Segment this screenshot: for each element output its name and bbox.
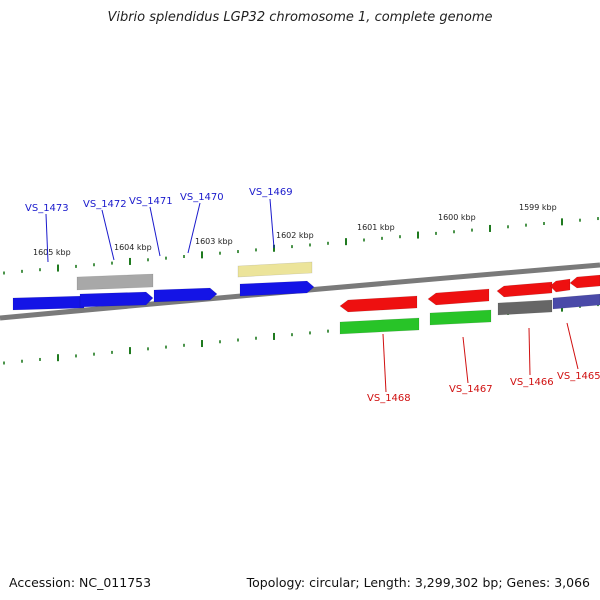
gene-label-vs-1469[interactable]: VS_1469: [249, 187, 293, 198]
gene-feature-green-1468[interactable]: [339, 317, 420, 335]
gene-label-vs-1470[interactable]: VS_1470: [180, 192, 224, 203]
gene-feature-green-1467[interactable]: [429, 309, 492, 326]
kbp-label-1600: 1600 kbp: [438, 213, 476, 222]
gene-label-vs-1468[interactable]: VS_1468: [367, 393, 411, 404]
kbp-label-1604: 1604 kbp: [114, 243, 152, 252]
gene-arrow-vs-1466[interactable]: [496, 281, 553, 298]
kbp-label-1603: 1603 kbp: [195, 237, 233, 246]
gene-feature-yellow[interactable]: [237, 261, 313, 278]
gene-arrow-vs-1468[interactable]: [339, 295, 418, 313]
gene-label-vs-1465[interactable]: VS_1465: [557, 371, 600, 382]
gene-arrow-vs-1469[interactable]: [239, 280, 315, 297]
gene-label-vs-1471[interactable]: VS_1471: [129, 196, 173, 207]
gene-feature-dark-gray[interactable]: [497, 299, 553, 316]
gene-arrow-vs-1471-1470[interactable]: [153, 287, 218, 303]
map-title: Vibrio splendidus LGP32 chromosome 1, co…: [107, 10, 493, 25]
gene-label-vs-1467[interactable]: VS_1467: [449, 384, 493, 395]
kbp-label-1605: 1605 kbp: [33, 248, 71, 257]
top-tick-ruler: [3, 217, 599, 275]
gene-arrow-vs-1465-b[interactable]: [569, 274, 600, 289]
kbp-scale-labels: 1605 kbp 1604 kbp 1603 kbp 1602 kbp 1601…: [33, 203, 557, 257]
gene-arrow-vs-1467[interactable]: [427, 288, 490, 306]
gene-label-vs-1466[interactable]: VS_1466: [510, 377, 554, 388]
kbp-label-1601: 1601 kbp: [357, 223, 395, 232]
gene-label-vs-1472[interactable]: VS_1472: [83, 199, 127, 210]
label-leader-lines: [45, 198, 579, 393]
genome-summary-text: Topology: circular; Length: 3,299,302 bp…: [246, 575, 590, 590]
kbp-label-1599: 1599 kbp: [519, 203, 557, 212]
gene-features: [12, 261, 600, 335]
gene-feature-gray[interactable]: [76, 273, 154, 291]
gene-label-vs-1473[interactable]: VS_1473: [25, 203, 69, 214]
gene-arrow-vs-1472[interactable]: [79, 291, 154, 308]
gene-feature-purple[interactable]: [552, 293, 600, 310]
accession-text: Accession: NC_011753: [9, 575, 152, 590]
gene-arrow-vs-1473[interactable]: [12, 295, 85, 311]
gene-labels: VS_1473 VS_1472 VS_1471 VS_1470 VS_1469 …: [25, 187, 600, 404]
kbp-label-1602: 1602 kbp: [276, 231, 314, 240]
gene-arrow-vs-1465-a[interactable]: [549, 278, 571, 293]
